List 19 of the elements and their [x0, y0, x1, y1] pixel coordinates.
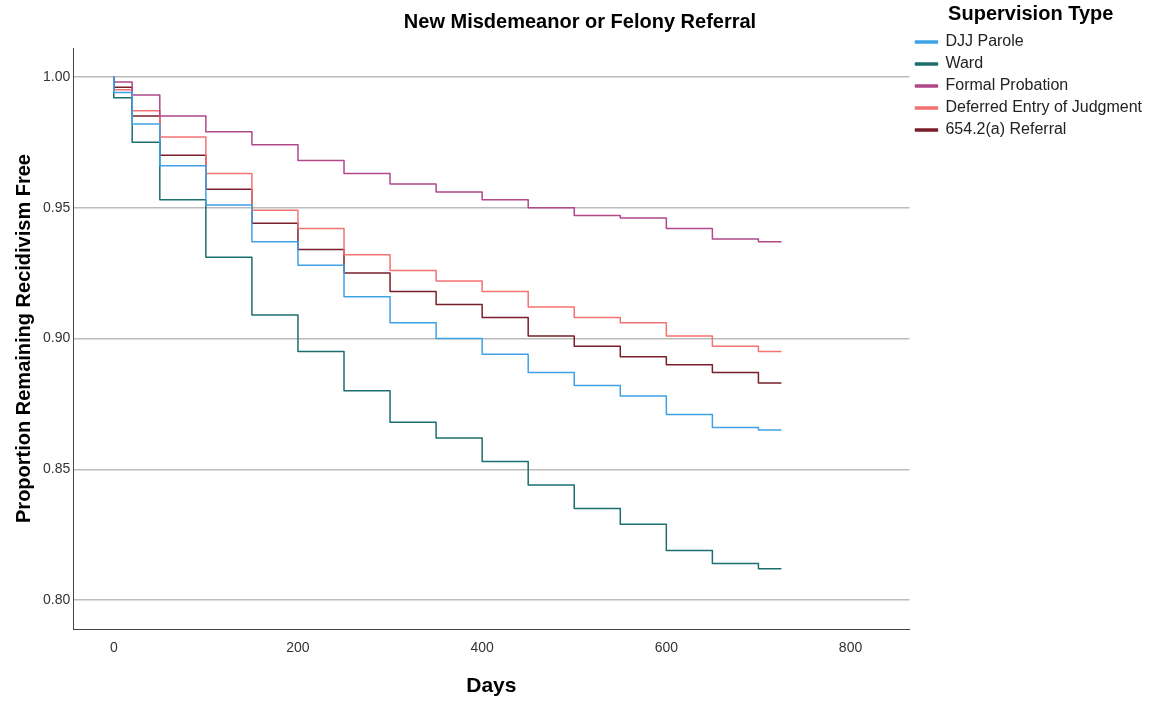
legend-label: DJJ Parole	[945, 32, 1024, 50]
legend-label: Ward	[945, 54, 984, 72]
legend-label: Formal Probation	[945, 76, 1069, 94]
x-tick-label: 800	[838, 639, 863, 656]
y-tick-label: 0.80	[43, 591, 71, 608]
legend-label: 654.2(a) Referral	[945, 120, 1067, 138]
chart-title: New Misdemeanor or Felony Referral	[403, 9, 757, 32]
x-tick-label: 400	[470, 639, 495, 656]
x-tick-label: 0	[109, 639, 118, 656]
x-tick-label: 200	[286, 639, 310, 656]
y-tick-label: 0.90	[43, 329, 71, 346]
y-tick-label: 0.95	[43, 198, 71, 215]
y-tick-label: 1.00	[43, 67, 71, 84]
legend-label: Deferred Entry of Judgment	[945, 98, 1143, 116]
x-axis-title: Days	[466, 673, 517, 697]
y-tick-label: 0.85	[43, 460, 71, 477]
x-tick-label: 600	[654, 639, 679, 656]
y-axis-title: Proportion Remaining Recidivism Free	[11, 154, 34, 523]
legend-title: Supervision Type	[948, 1, 1114, 24]
